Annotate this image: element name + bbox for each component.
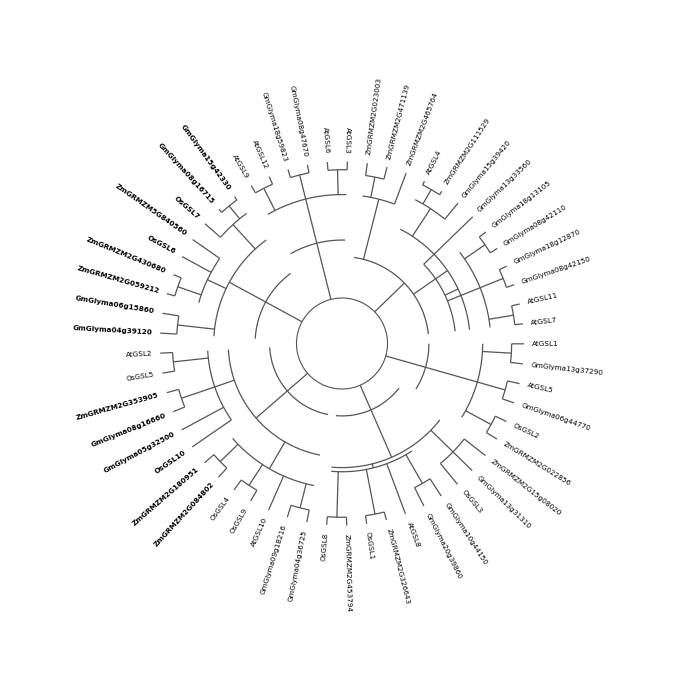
Text: ZmGRMZM2G059212: ZmGRMZM2G059212 [76, 265, 160, 294]
Text: GmGlyma08g16715: GmGlyma08g16715 [157, 142, 215, 205]
Text: AtGSL12: AtGSL12 [250, 139, 269, 170]
Text: GmGlyma06g15860: GmGlyma06g15860 [75, 295, 155, 315]
Text: GmGlyma20g39860: GmGlyma20g39860 [425, 512, 463, 580]
Text: GmGlyma15g39420: GmGlyma15g39420 [461, 139, 512, 199]
Text: ZmGRMZM5G840560: ZmGRMZM5G840560 [114, 183, 187, 237]
Text: AtGSL11: AtGSL11 [527, 293, 559, 305]
Text: AtGSL9: AtGSL9 [231, 154, 250, 180]
Text: AtGSL7: AtGSL7 [531, 317, 558, 326]
Text: ZmGRMZM2G084802: ZmGRMZM2G084802 [153, 481, 215, 548]
Text: OsGSL3: OsGSL3 [460, 488, 483, 515]
Text: OsGSL6: OsGSL6 [146, 235, 176, 256]
Text: GmGlyma13g31310: GmGlyma13g31310 [476, 474, 532, 530]
Text: GmGlyma08g42150: GmGlyma08g42150 [521, 256, 592, 285]
Text: OsGSL10: OsGSL10 [154, 449, 187, 475]
Text: ZmGRMZM2G430680: ZmGRMZM2G430680 [86, 236, 167, 274]
Text: GmGlyma13g33560: GmGlyma13g33560 [477, 158, 533, 213]
Text: AtGSL10: AtGSL10 [250, 517, 268, 548]
Text: OsGSL2: OsGSL2 [513, 423, 541, 440]
Text: GmGlyma05g32500: GmGlyma05g32500 [103, 431, 176, 474]
Text: GmGlyma08g42110: GmGlyma08g42110 [503, 203, 568, 247]
Text: ZmGRMZM2G471139: ZmGRMZM2G471139 [386, 82, 411, 160]
Text: ZmGRMZM2G022856: ZmGRMZM2G022856 [502, 441, 572, 487]
Text: GmGlyma18g59823: GmGlyma18g59823 [261, 91, 289, 163]
Text: ZmGRMZM2G111529: ZmGRMZM2G111529 [444, 117, 492, 186]
Text: GmGlyma15g42330: GmGlyma15g42330 [180, 124, 232, 192]
Text: GmGlyma08g47670: GmGlyma08g47670 [289, 85, 308, 157]
Text: OsGSL4: OsGSL4 [210, 495, 231, 521]
Text: OsGSL5: OsGSL5 [126, 372, 155, 382]
Text: AtGSL5: AtGSL5 [527, 383, 554, 394]
Text: ZmGRMZM2G180951: ZmGRMZM2G180951 [132, 466, 200, 526]
Text: ZmGRMZM2G465764: ZmGRMZM2G465764 [406, 91, 439, 166]
Text: AtGSL1: AtGSL1 [532, 341, 559, 347]
Text: GmGlyma13g37290: GmGlyma13g37290 [531, 362, 604, 376]
Text: AtGSL2: AtGSL2 [125, 350, 152, 358]
Text: OsGSL7: OsGSL7 [173, 195, 200, 221]
Text: AtGSL4: AtGSL4 [425, 149, 443, 175]
Text: OsGSL1: OsGSL1 [365, 532, 375, 561]
Text: ZmGRMZM2G453794: ZmGRMZM2G453794 [344, 534, 352, 612]
Text: GmGlyma06g44770: GmGlyma06g44770 [521, 403, 592, 432]
Text: ZmGRMZM2G023003: ZmGRMZM2G023003 [365, 77, 382, 155]
Text: ZmGRMZM2G326643: ZmGRMZM2G326643 [386, 528, 410, 605]
Text: AtGSL8: AtGSL8 [406, 521, 421, 548]
Text: GmGlyma04g36725: GmGlyma04g36725 [288, 530, 308, 602]
Text: GmGlyma10g44150: GmGlyma10g44150 [443, 502, 488, 565]
Text: GmGlyma09g18216: GmGlyma09g18216 [260, 524, 288, 596]
Text: AtGSL3: AtGSL3 [345, 126, 352, 153]
Text: GmGlyma04g39120: GmGlyma04g39120 [73, 325, 152, 336]
Text: GmGlyma18g13105: GmGlyma18g13105 [490, 180, 552, 229]
Text: AtGSL6: AtGSL6 [321, 127, 330, 154]
Text: GmGlyma18g12870: GmGlyma18g12870 [513, 229, 581, 265]
Text: OsGSL9: OsGSL9 [230, 506, 249, 534]
Text: OsGSL8: OsGSL8 [321, 533, 329, 561]
Text: ZmGRMZM2G15g08020: ZmGRMZM2G15g08020 [490, 458, 563, 517]
Text: GmGlyma08g16660: GmGlyma08g16660 [90, 412, 167, 448]
Text: ZmGRMZM2G353905: ZmGRMZM2G353905 [76, 392, 159, 421]
